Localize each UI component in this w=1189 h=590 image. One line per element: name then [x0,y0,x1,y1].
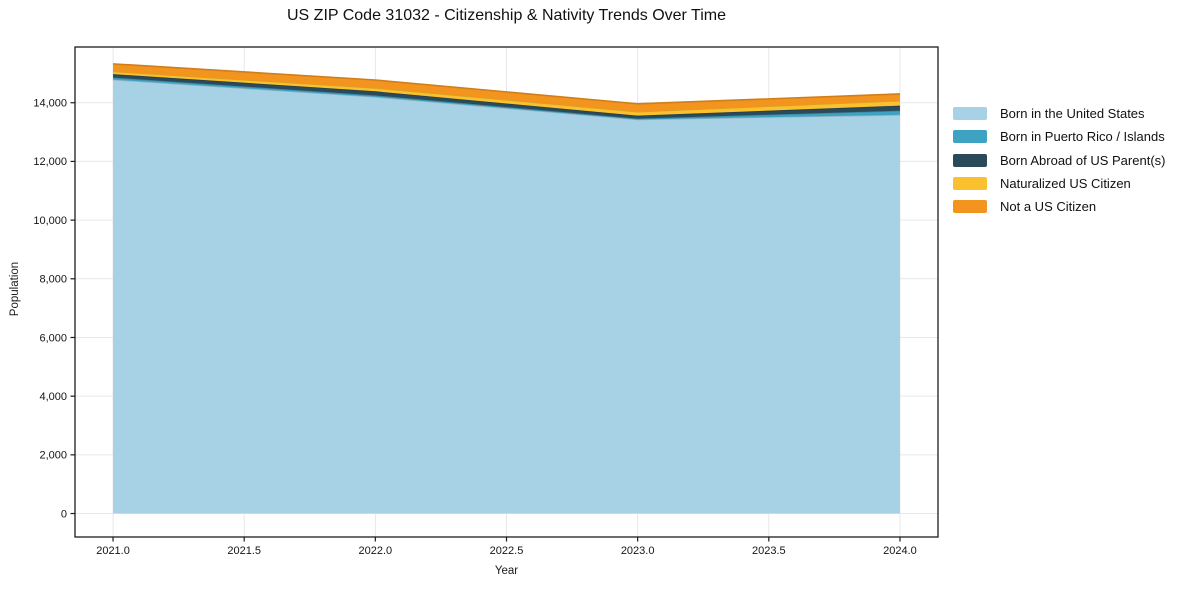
y-tick-label: 6,000 [39,332,67,344]
area-born-in-the-united-states [113,79,900,514]
y-tick-label: 14,000 [33,98,67,110]
legend-swatch [953,107,987,121]
x-tick-label: 2021.5 [227,545,261,557]
y-tick-label: 4,000 [39,391,67,403]
x-tick-label: 2022.5 [490,545,524,557]
legend-item-naturalized-us-citizen: Naturalized US Citizen [953,172,1165,195]
x-tick-label: 2022.0 [359,545,393,557]
legend-label: Naturalized US Citizen [1000,176,1131,192]
area-born-in-puerto-rico-islands [113,77,900,120]
axis-ticks: 2021.0 2021.5 2022.0 2022.5 2023.0 2023.5 2024… [33,98,916,557]
legend-swatch [953,177,987,191]
legend-swatch [953,153,987,167]
area-edge-not-a-us-citizen [112,63,900,105]
x-tick-label: 2023.5 [752,545,786,557]
y-tick-label: 12,000 [33,156,67,168]
legend-label: Born in Puerto Rico / Islands [1000,129,1165,145]
legend-label: Born in the United States [1000,106,1145,122]
x-tick-label: 2023.0 [621,545,655,557]
y-tick-label: 10,000 [33,215,67,227]
legend-label: Born Abroad of US Parent(s) [1000,152,1166,168]
y-tick-label: 2,000 [39,450,67,462]
y-tick-label: 8,000 [39,274,67,286]
legend: Born in the United States Born in Puerto … [953,102,1165,218]
stacked-areas [112,63,900,514]
legend-item-born-in-puerto-rico-islands: Born in Puerto Rico / Islands [953,125,1165,148]
x-tick-label: 2021.0 [96,545,130,557]
y-tick-label: 0 [61,508,67,520]
legend-swatch [953,200,987,214]
legend-swatch [953,130,987,144]
legend-item-born-abroad-of-us-parent-s: Born Abroad of US Parent(s) [953,149,1165,172]
x-axis-label: Year [494,565,519,577]
legend-item-born-in-the-united-states: Born in the United States [953,102,1165,125]
chart-title: US ZIP Code 31032 - Citizenship & Nativi… [287,7,726,24]
legend-label: Not a US Citizen [1000,199,1097,215]
legend-item-not-a-us-citizen: Not a US Citizen [953,195,1165,218]
x-tick-label: 2024.0 [883,545,917,557]
y-axis-label: Population [9,261,21,317]
